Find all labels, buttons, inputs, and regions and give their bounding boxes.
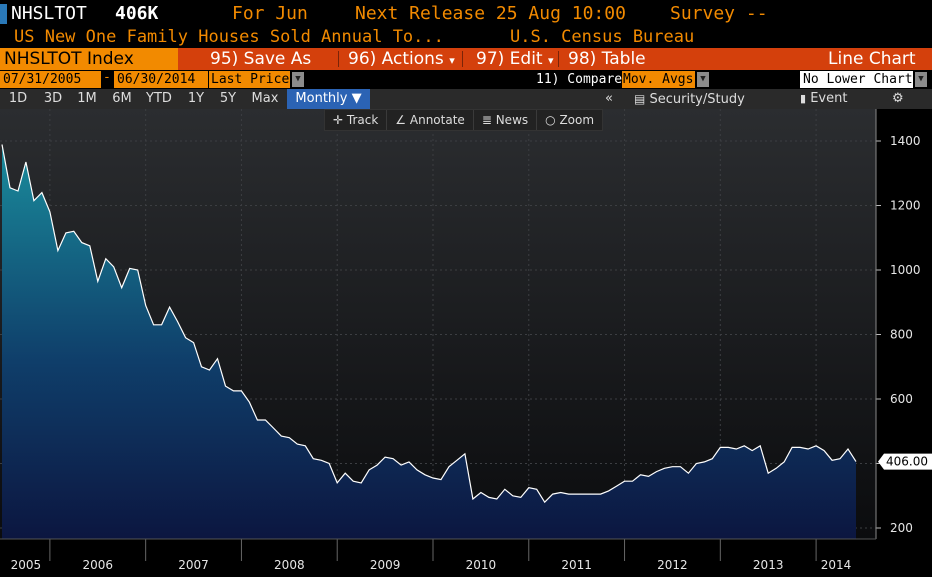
period-1m[interactable]: 1M: [77, 91, 97, 106]
toolbar-divider: [558, 51, 559, 67]
period-3d[interactable]: 3D: [43, 91, 63, 106]
x-tick-label: 2008: [274, 558, 305, 572]
index-title: NHSLTOT Index: [0, 48, 178, 70]
edit-button[interactable]: 97) Edit ▾: [476, 48, 554, 70]
event-button[interactable]: ▮ Event: [800, 89, 847, 109]
x-tick-label: 2007: [178, 558, 209, 572]
x-tick-label: 2011: [561, 558, 592, 572]
lower-chart-select[interactable]: No Lower Chart: [800, 71, 913, 88]
chart-type-label[interactable]: Line Chart: [828, 49, 916, 69]
period-selector-row: 1D 3D 1M 6M YTD 1Y 5Y Max Monthly ▼ « ▤ …: [0, 89, 932, 109]
chevron-down-icon[interactable]: ▼: [915, 72, 927, 87]
price-field-select[interactable]: Last Price: [209, 71, 290, 88]
y-tick-label: 200: [890, 521, 913, 535]
period-6m[interactable]: 6M: [112, 91, 132, 106]
command-toolbar: NHSLTOT Index 95) Save As 96) Actions ▾ …: [0, 48, 932, 70]
flag-icon: ▮: [800, 92, 807, 105]
y-tick-label: 1200: [890, 199, 921, 213]
last-value: 406K: [115, 3, 159, 24]
collapse-icon[interactable]: «: [605, 91, 613, 106]
last-value-text: 406.00: [886, 455, 928, 469]
zoom-tool[interactable]: ○ Zoom: [536, 110, 602, 130]
chevron-down-icon[interactable]: ▼: [697, 72, 709, 87]
track-tool[interactable]: ✛ Track: [325, 110, 386, 130]
data-source: U.S. Census Bureau: [510, 27, 695, 47]
chevron-down-icon: ▾: [449, 54, 455, 67]
description-row: US New One Family Houses Sold Annual To.…: [0, 27, 932, 49]
security-study-label: Security/Study: [649, 92, 745, 107]
chart-tools-bar: ✛ Track ∠ Annotate ≣ News ○ Zoom: [324, 109, 604, 131]
x-tick-label: 2009: [370, 558, 401, 572]
news-tool[interactable]: ≣ News: [472, 110, 536, 130]
series-line: [1, 144, 857, 504]
x-tick-label: 2006: [83, 558, 114, 572]
y-tick-label: 600: [890, 392, 913, 406]
save-as-button[interactable]: 95) Save As: [210, 49, 312, 69]
x-tick-label: 2013: [753, 558, 784, 572]
toolbar-divider: [338, 51, 339, 67]
event-label: Event: [810, 91, 848, 106]
date-range-row: 07/31/2005 - 06/30/2014 Last Price ▼ 11)…: [0, 70, 932, 89]
y-tick-label: 1400: [890, 134, 921, 148]
annotate-label: Annotate: [409, 113, 465, 127]
edit-label: 97) Edit: [476, 49, 543, 69]
gear-icon[interactable]: ⚙: [892, 91, 904, 106]
zoom-label: Zoom: [559, 113, 595, 127]
security-description: US New One Family Houses Sold Annual To.…: [14, 27, 444, 47]
security-header: NHSLTOT 406K For Jun Next Release 25 Aug…: [0, 0, 932, 27]
x-tick-label: 2012: [657, 558, 688, 572]
period-max[interactable]: Max: [251, 91, 279, 106]
frequency-select[interactable]: Monthly ▼: [287, 89, 370, 109]
x-tick-label: 2005: [11, 558, 42, 572]
survey-value: Survey --: [670, 3, 768, 24]
period-label: For Jun: [232, 3, 308, 24]
news-label: News: [495, 113, 529, 127]
y-tick-label: 800: [890, 328, 913, 342]
toolbar-divider: [462, 51, 463, 67]
crosshair-icon: ✛: [333, 113, 344, 127]
ticker-marker: [0, 4, 7, 24]
date-separator: -: [103, 70, 111, 85]
series-area-fill: [2, 144, 856, 539]
x-tick-label: 2010: [466, 558, 497, 572]
next-release: Next Release 25 Aug 10:00: [355, 3, 626, 24]
start-date-field[interactable]: 07/31/2005: [0, 71, 101, 88]
period-1d[interactable]: 1D: [8, 91, 28, 106]
last-value-label: 406.00: [878, 453, 932, 470]
x-tick-label: 2014: [821, 558, 852, 572]
actions-label: 96) Actions: [348, 49, 444, 69]
track-label: Track: [346, 113, 379, 127]
chevron-down-icon: ▾: [548, 54, 554, 67]
chart-area[interactable]: 200400600800100012001400406.00 200520062…: [0, 109, 932, 577]
line-chart[interactable]: 200400600800100012001400406.00 200520062…: [0, 109, 932, 577]
end-date-field[interactable]: 06/30/2014: [114, 71, 208, 88]
chevron-down-icon[interactable]: ▼: [292, 72, 304, 87]
news-icon: ≣: [481, 113, 492, 127]
bar-chart-icon: ▤: [634, 92, 646, 106]
compare-label: 11) Compare: [536, 72, 623, 87]
y-tick-label: 1000: [890, 263, 921, 277]
annotate-tool[interactable]: ∠ Annotate: [386, 110, 473, 130]
period-1y[interactable]: 1Y: [187, 91, 205, 106]
period-ytd[interactable]: YTD: [146, 91, 172, 106]
ticker-symbol[interactable]: NHSLTOT: [11, 3, 87, 24]
last-value-box: [878, 453, 932, 470]
table-button[interactable]: 98) Table: [568, 49, 646, 69]
security-study-button[interactable]: ▤ Security/Study: [634, 89, 745, 109]
period-5y[interactable]: 5Y: [219, 91, 237, 106]
compare-select[interactable]: Mov. Avgs: [622, 71, 695, 88]
actions-button[interactable]: 96) Actions ▾: [348, 48, 455, 70]
pencil-icon: ∠: [395, 113, 407, 127]
magnifier-icon: ○: [545, 113, 556, 127]
